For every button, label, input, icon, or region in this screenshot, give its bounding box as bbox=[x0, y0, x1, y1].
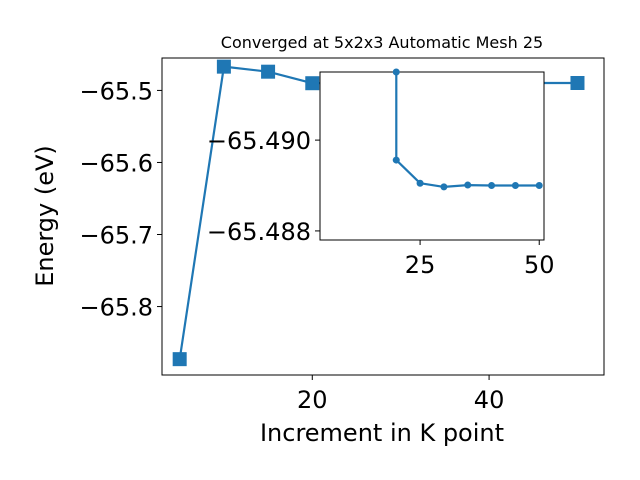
main-data-point bbox=[172, 352, 187, 367]
inset-data-point bbox=[416, 179, 424, 187]
inset-plot: 25 50 −65.490 −65.488 bbox=[207, 68, 555, 279]
main-x-tick-label: 40 bbox=[474, 386, 505, 414]
inset-x-tick-label: 50 bbox=[524, 251, 555, 279]
inset-data-point bbox=[392, 156, 400, 164]
main-data-point bbox=[261, 64, 276, 79]
y-axis-label: Energy (eV) bbox=[31, 145, 59, 287]
main-plot-frame bbox=[161, 57, 605, 376]
inset-y-tick-label: −65.490 bbox=[207, 127, 311, 155]
inset-x-tick-label: 25 bbox=[405, 251, 436, 279]
chart-title: Converged at 5x2x3 Automatic Mesh 25 bbox=[221, 33, 543, 52]
inset-y-tick-label: −65.488 bbox=[207, 218, 311, 246]
main-x-tick-label: 20 bbox=[297, 386, 328, 414]
main-x-axis: 20 40 bbox=[297, 375, 504, 414]
main-y-tick-label: −65.6 bbox=[79, 149, 153, 177]
inset-series-line bbox=[395, 72, 540, 188]
main-data-point bbox=[305, 76, 320, 91]
inset-x-axis: 25 50 bbox=[405, 240, 555, 279]
inset-data-point bbox=[535, 182, 543, 190]
main-y-tick-label: −65.7 bbox=[79, 222, 153, 250]
inset-data-point bbox=[488, 182, 496, 190]
main-y-tick-label: −65.8 bbox=[79, 294, 153, 322]
inset-plot-frame bbox=[319, 71, 545, 241]
inset-data-point bbox=[392, 68, 400, 76]
main-y-tick-label: −65.5 bbox=[79, 77, 153, 105]
inset-data-point bbox=[511, 182, 519, 190]
main-data-point bbox=[570, 75, 585, 90]
main-data-point bbox=[216, 59, 231, 74]
main-y-axis: −65.5 −65.6 −65.7 −65.8 bbox=[79, 77, 162, 322]
inset-y-axis: −65.490 −65.488 bbox=[207, 127, 320, 246]
inset-data-point bbox=[464, 181, 472, 189]
x-axis-label: Increment in K point bbox=[260, 419, 504, 447]
inset-series bbox=[392, 68, 543, 191]
inset-data-point bbox=[440, 183, 448, 191]
